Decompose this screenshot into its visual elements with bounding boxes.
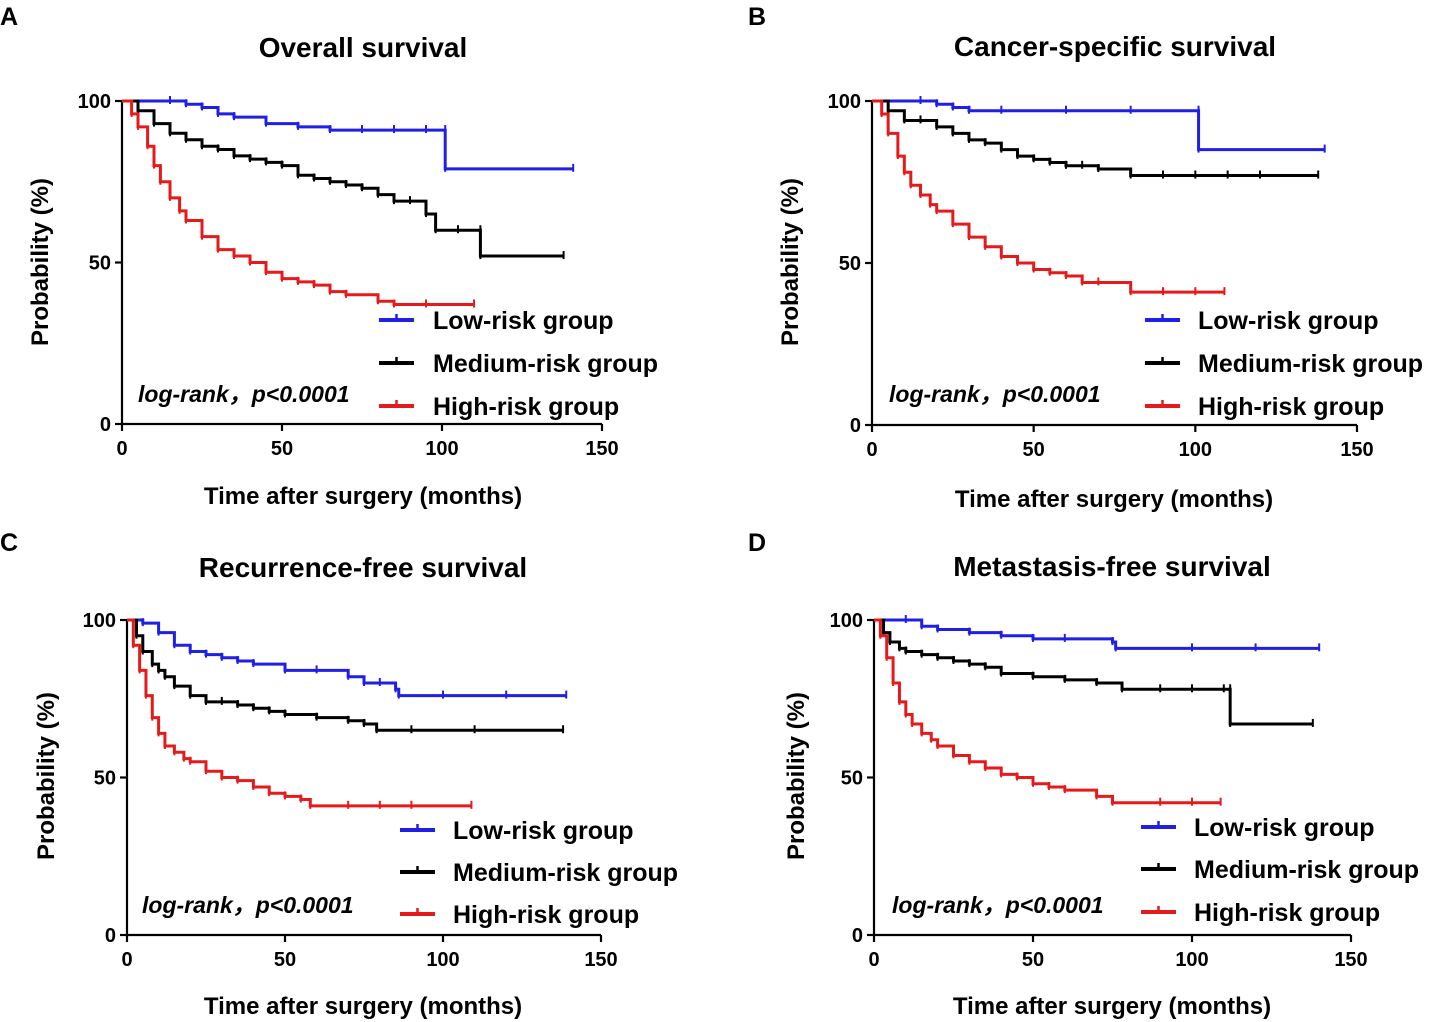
- y-tick-label: 0: [852, 925, 863, 947]
- survival-curve: [874, 618, 1313, 726]
- x-tick-label: 50: [271, 438, 293, 460]
- survival-curve: [874, 618, 1221, 805]
- legend-item: Low-risk group: [379, 307, 614, 335]
- panel-c: C Recurrence-free survival 0 50 100 0 50 100 150…: [0, 529, 678, 1020]
- chart-title: Overall survival: [259, 32, 468, 63]
- y-axis-label: Probability (%): [783, 692, 810, 860]
- legend-item: High-risk group: [1145, 393, 1384, 421]
- legend-item: Low-risk group: [400, 817, 634, 845]
- y-axis-label: Probability (%): [777, 178, 804, 346]
- logrank-annotation: log-rank，p<0.0001: [889, 381, 1101, 407]
- x-axis-label: Time after surgery (months): [204, 483, 522, 510]
- series-medium-risk-group: [127, 618, 565, 734]
- x-tick-label: 150: [1340, 439, 1373, 461]
- y-tick-label: 50: [94, 768, 116, 790]
- legend-item: High-risk group: [1141, 899, 1380, 927]
- series-medium-risk-group: [872, 99, 1320, 179]
- legend-item: High-risk group: [379, 393, 619, 421]
- legend-label: Medium-risk group: [433, 350, 658, 378]
- logrank-annotation: log-rank，p<0.0001: [892, 892, 1104, 918]
- logrank-annotation: log-rank，p<0.0001: [138, 381, 350, 407]
- series-low-risk-group: [127, 618, 568, 699]
- survival-curve: [127, 618, 567, 698]
- panel-b: B Cancer-specific survival 0 50 100 0 50 100 150…: [748, 3, 1423, 513]
- y-tick-label: 0: [105, 925, 116, 947]
- chart-title: Metastasis-free survival: [953, 551, 1271, 582]
- x-tick-label: 50: [274, 949, 296, 971]
- survival-curve: [127, 618, 564, 732]
- y-tick-label: 100: [828, 91, 861, 113]
- y-tick-label: 50: [839, 253, 861, 275]
- survival-curve: [872, 99, 1225, 294]
- legend-item: Medium-risk group: [400, 859, 678, 887]
- legend-item: Medium-risk group: [379, 350, 658, 378]
- chart-title: Cancer-specific survival: [954, 31, 1276, 62]
- legend-label: Low-risk group: [1194, 814, 1375, 842]
- legend-label: High-risk group: [1194, 899, 1380, 927]
- series-low-risk-group: [872, 96, 1326, 153]
- legend-label: High-risk group: [1198, 393, 1384, 421]
- survival-curve: [872, 99, 1325, 152]
- panel-letter: A: [0, 3, 18, 31]
- x-tick-label: 0: [121, 949, 132, 971]
- panel-letter: D: [748, 529, 766, 557]
- legend-label: High-risk group: [453, 901, 639, 929]
- panel-a: A Overall survival 0 50 100 0 50 100 150 Time aft…: [0, 3, 658, 510]
- y-axis-label: Probability (%): [27, 178, 54, 346]
- x-tick-label: 100: [1175, 949, 1208, 971]
- series-high-risk-group: [872, 99, 1226, 296]
- y-tick-label: 100: [78, 91, 111, 113]
- series-medium-risk-group: [874, 618, 1314, 727]
- series-low-risk-group: [874, 615, 1321, 652]
- legend-label: Medium-risk group: [453, 859, 678, 887]
- legend-label: Medium-risk group: [1198, 350, 1423, 378]
- series-high-risk-group: [127, 618, 473, 809]
- legend-item: High-risk group: [400, 901, 639, 929]
- survival-curve: [122, 99, 564, 258]
- survival-curve: [127, 618, 472, 808]
- y-tick-label: 50: [841, 768, 863, 790]
- x-axis-label: Time after surgery (months): [204, 993, 522, 1020]
- legend-item: Medium-risk group: [1145, 350, 1423, 378]
- legend-item: Low-risk group: [1141, 814, 1375, 842]
- legend-item: Low-risk group: [1145, 307, 1379, 335]
- x-tick-label: 100: [425, 438, 458, 460]
- x-axis-label: Time after surgery (months): [953, 993, 1271, 1020]
- chart-title: Recurrence-free survival: [199, 552, 527, 583]
- y-tick-label: 0: [100, 414, 111, 436]
- legend-label: Low-risk group: [453, 817, 634, 845]
- legend-label: Low-risk group: [433, 307, 614, 335]
- x-tick-label: 150: [584, 949, 617, 971]
- x-tick-label: 100: [1179, 439, 1212, 461]
- legend-label: Medium-risk group: [1194, 856, 1419, 884]
- series-high-risk-group: [122, 99, 475, 308]
- panel-letter: C: [0, 529, 18, 557]
- x-tick-label: 50: [1023, 439, 1045, 461]
- x-tick-label: 100: [426, 949, 459, 971]
- series-medium-risk-group: [122, 99, 565, 260]
- y-axis-label: Probability (%): [33, 692, 60, 860]
- legend-item: Medium-risk group: [1141, 856, 1419, 884]
- x-tick-label: 150: [585, 438, 618, 460]
- panel-d: D Metastasis-free survival 0 50 100 0 50 100 150…: [748, 529, 1419, 1020]
- y-tick-label: 50: [89, 253, 111, 275]
- series-low-risk-group: [122, 96, 575, 172]
- y-tick-label: 100: [83, 610, 116, 632]
- series-high-risk-group: [874, 618, 1222, 806]
- survival-curve: [122, 99, 574, 171]
- legend-label: High-risk group: [433, 393, 619, 421]
- y-tick-label: 0: [850, 415, 861, 437]
- panel-letter: B: [748, 3, 766, 31]
- survival-curve: [874, 618, 1320, 650]
- y-tick-label: 100: [830, 610, 863, 632]
- x-axis-label: Time after surgery (months): [955, 486, 1273, 513]
- legend-label: Low-risk group: [1198, 307, 1379, 335]
- logrank-annotation: log-rank，p<0.0001: [142, 892, 354, 918]
- x-tick-label: 150: [1334, 949, 1367, 971]
- x-tick-label: 0: [868, 949, 879, 971]
- x-tick-label: 0: [116, 438, 127, 460]
- x-tick-label: 0: [866, 439, 877, 461]
- x-tick-label: 50: [1022, 949, 1044, 971]
